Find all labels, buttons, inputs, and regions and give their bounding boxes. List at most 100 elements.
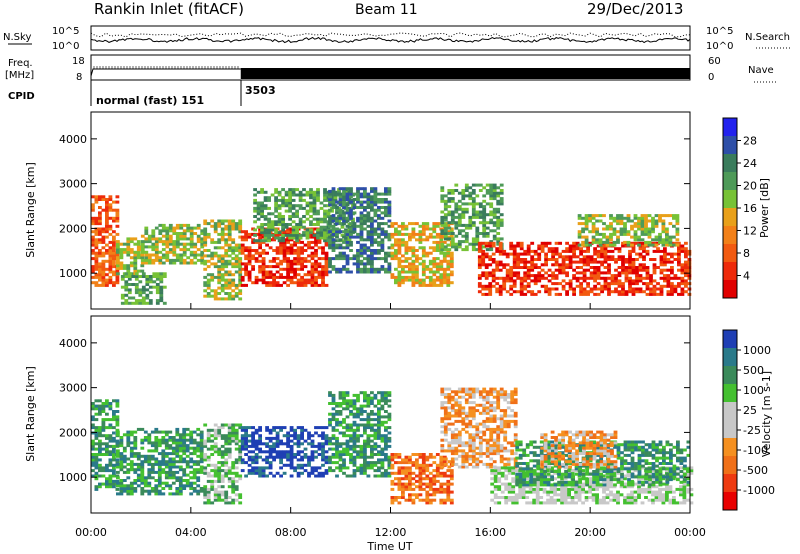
power-echo-cell [144,245,149,249]
power-echo-cell [293,249,297,252]
velocity-echo-cell [421,458,426,462]
velocity-echo-cell [261,466,266,470]
power-echo-cell [129,256,134,260]
power-echo-cell [575,276,580,280]
velocity-echo-cell [206,434,211,438]
power-echo-cell [630,235,634,239]
power-echo-cell [428,246,433,250]
power-echo-cell [296,249,301,252]
power-echo-cell [363,262,367,266]
power-echo-cell [605,243,610,247]
power-echo-cell [154,248,159,252]
velocity-echo-cell [272,444,276,448]
power-echo-cell [370,257,374,261]
power-echo-cell [296,246,301,250]
velocity-echo-cell [373,428,378,432]
velocity-echo-cell [108,453,113,456]
power-echo-cell [596,266,601,269]
power-echo-cell [661,214,666,218]
velocity-echo-cell [377,450,381,454]
power-echo-cell [291,233,296,237]
power-echo-cell [457,242,462,246]
power-echo-cell [446,265,451,269]
velocity-echo-cell [268,439,273,443]
power-echo-cell [582,292,587,296]
velocity-echo-cell [231,428,236,432]
power-echo-cell [116,266,120,270]
velocity-echo-cell [384,474,388,478]
power-echo-cell [530,266,535,269]
power-echo-cell [471,237,476,241]
power-echo-cell [603,282,608,286]
velocity-echo-cell [203,466,208,470]
velocity-echo-cell [185,465,190,469]
velocity-echo-cell [352,463,357,467]
power-echo-cell [675,238,680,242]
velocity-echo-cell [363,447,367,451]
power-echo-cell [352,262,357,266]
power-echo-cell [182,237,187,241]
power-echo-cell [331,200,336,204]
power-echo-cell [147,237,152,241]
power-echo-cell [447,191,452,195]
power-echo-cell [595,238,599,242]
power-echo-cell [272,257,276,261]
power-echo-cell [468,223,473,227]
power-echo-cell [492,186,497,190]
velocity-echo-cell [432,487,437,491]
velocity-echo-field [91,387,694,505]
power-echo-cell [321,246,325,250]
power-echo-cell [596,249,601,253]
power-echo-cell [244,283,248,287]
power-echo-cell [317,262,322,266]
velocity-echo-cell [192,489,197,493]
velocity-echo-cell [303,453,308,456]
velocity-echo-cell [122,470,127,474]
power-echo-cell [323,231,327,235]
power-echo-cell [370,235,374,239]
power-echo-cell [591,216,596,220]
power-echo-cell [291,188,296,192]
velocity-echo-cell [345,402,350,405]
velocity-echo-cell [168,436,173,439]
power-echo-cell [338,238,343,242]
power-echo-cell [589,271,594,275]
power-echo-cell [635,276,639,280]
velocity-echo-cell [328,418,332,422]
velocity-echo-cell [370,455,374,459]
power-echo-cell [136,253,141,257]
power-echo-cell [575,244,580,248]
power-echo-cell [656,292,660,296]
power-echo-cell [265,283,269,287]
velocity-echo-cell [161,441,166,445]
power-echo-cell [568,263,573,267]
velocity-echo-cell [321,458,325,462]
power-echo-cell [684,274,688,278]
power-echo-cell [356,235,360,239]
velocity-echo-cell [175,433,180,437]
power-echo-cell [240,249,245,252]
power-echo-cell [136,248,141,252]
nsearch-label: N.Search [745,32,790,43]
power-echo-cell [314,262,318,266]
power-echo-cell [265,275,269,279]
power-echo-cell [492,183,497,187]
power-echo-cell [523,258,528,261]
velocity-echo-cell [425,469,430,473]
velocity-echo-cell [94,458,99,462]
power-echo-cell [373,187,378,191]
power-echo-cell [411,275,416,279]
power-echo-cell [323,233,327,237]
velocity-echo-cell [129,433,134,437]
power-echo-cell [651,224,655,228]
velocity-echo-cell [328,455,332,459]
power-echo-cell [411,283,416,287]
velocity-echo-cell [119,457,124,461]
power-echo-cell [551,287,555,291]
velocity-echo-cell [143,481,148,485]
power-echo-cell [321,281,325,285]
power-echo-cell [551,247,555,251]
power-echo-cell [568,266,573,269]
velocity-echo-cell [178,484,183,488]
power-echo-cell [582,274,587,278]
